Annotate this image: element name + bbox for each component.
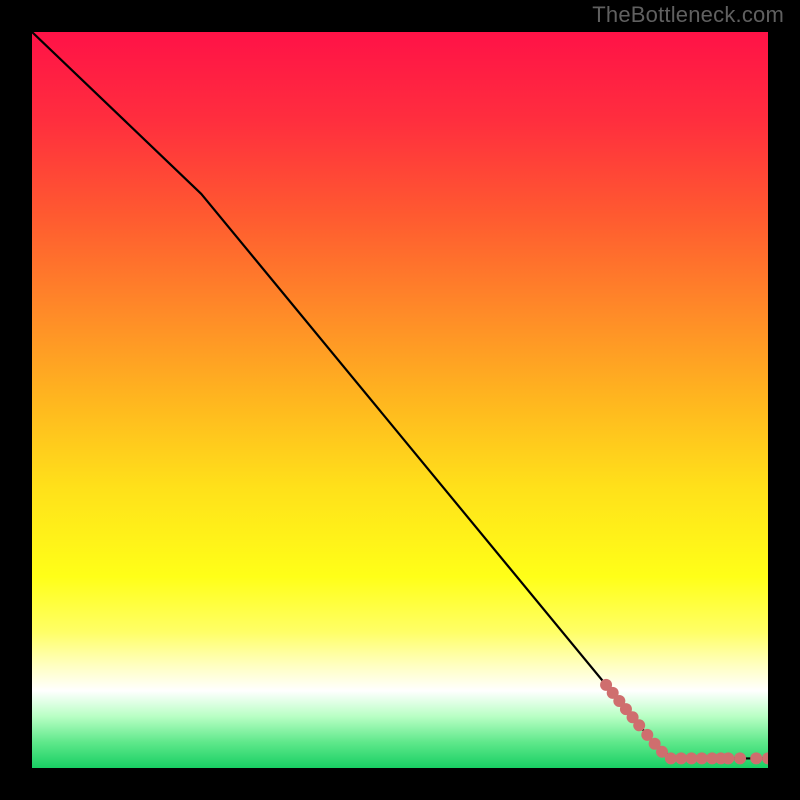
data-marker xyxy=(722,752,734,764)
watermark-text: TheBottleneck.com xyxy=(592,2,784,28)
bottleneck-chart xyxy=(32,32,768,768)
gradient-background xyxy=(32,32,768,768)
data-marker xyxy=(675,752,687,764)
data-marker xyxy=(633,719,645,731)
data-marker xyxy=(685,752,697,764)
data-marker xyxy=(734,752,746,764)
data-marker xyxy=(665,752,677,764)
chart-frame: TheBottleneck.com xyxy=(0,0,800,800)
data-marker xyxy=(696,752,708,764)
data-marker xyxy=(750,752,762,764)
